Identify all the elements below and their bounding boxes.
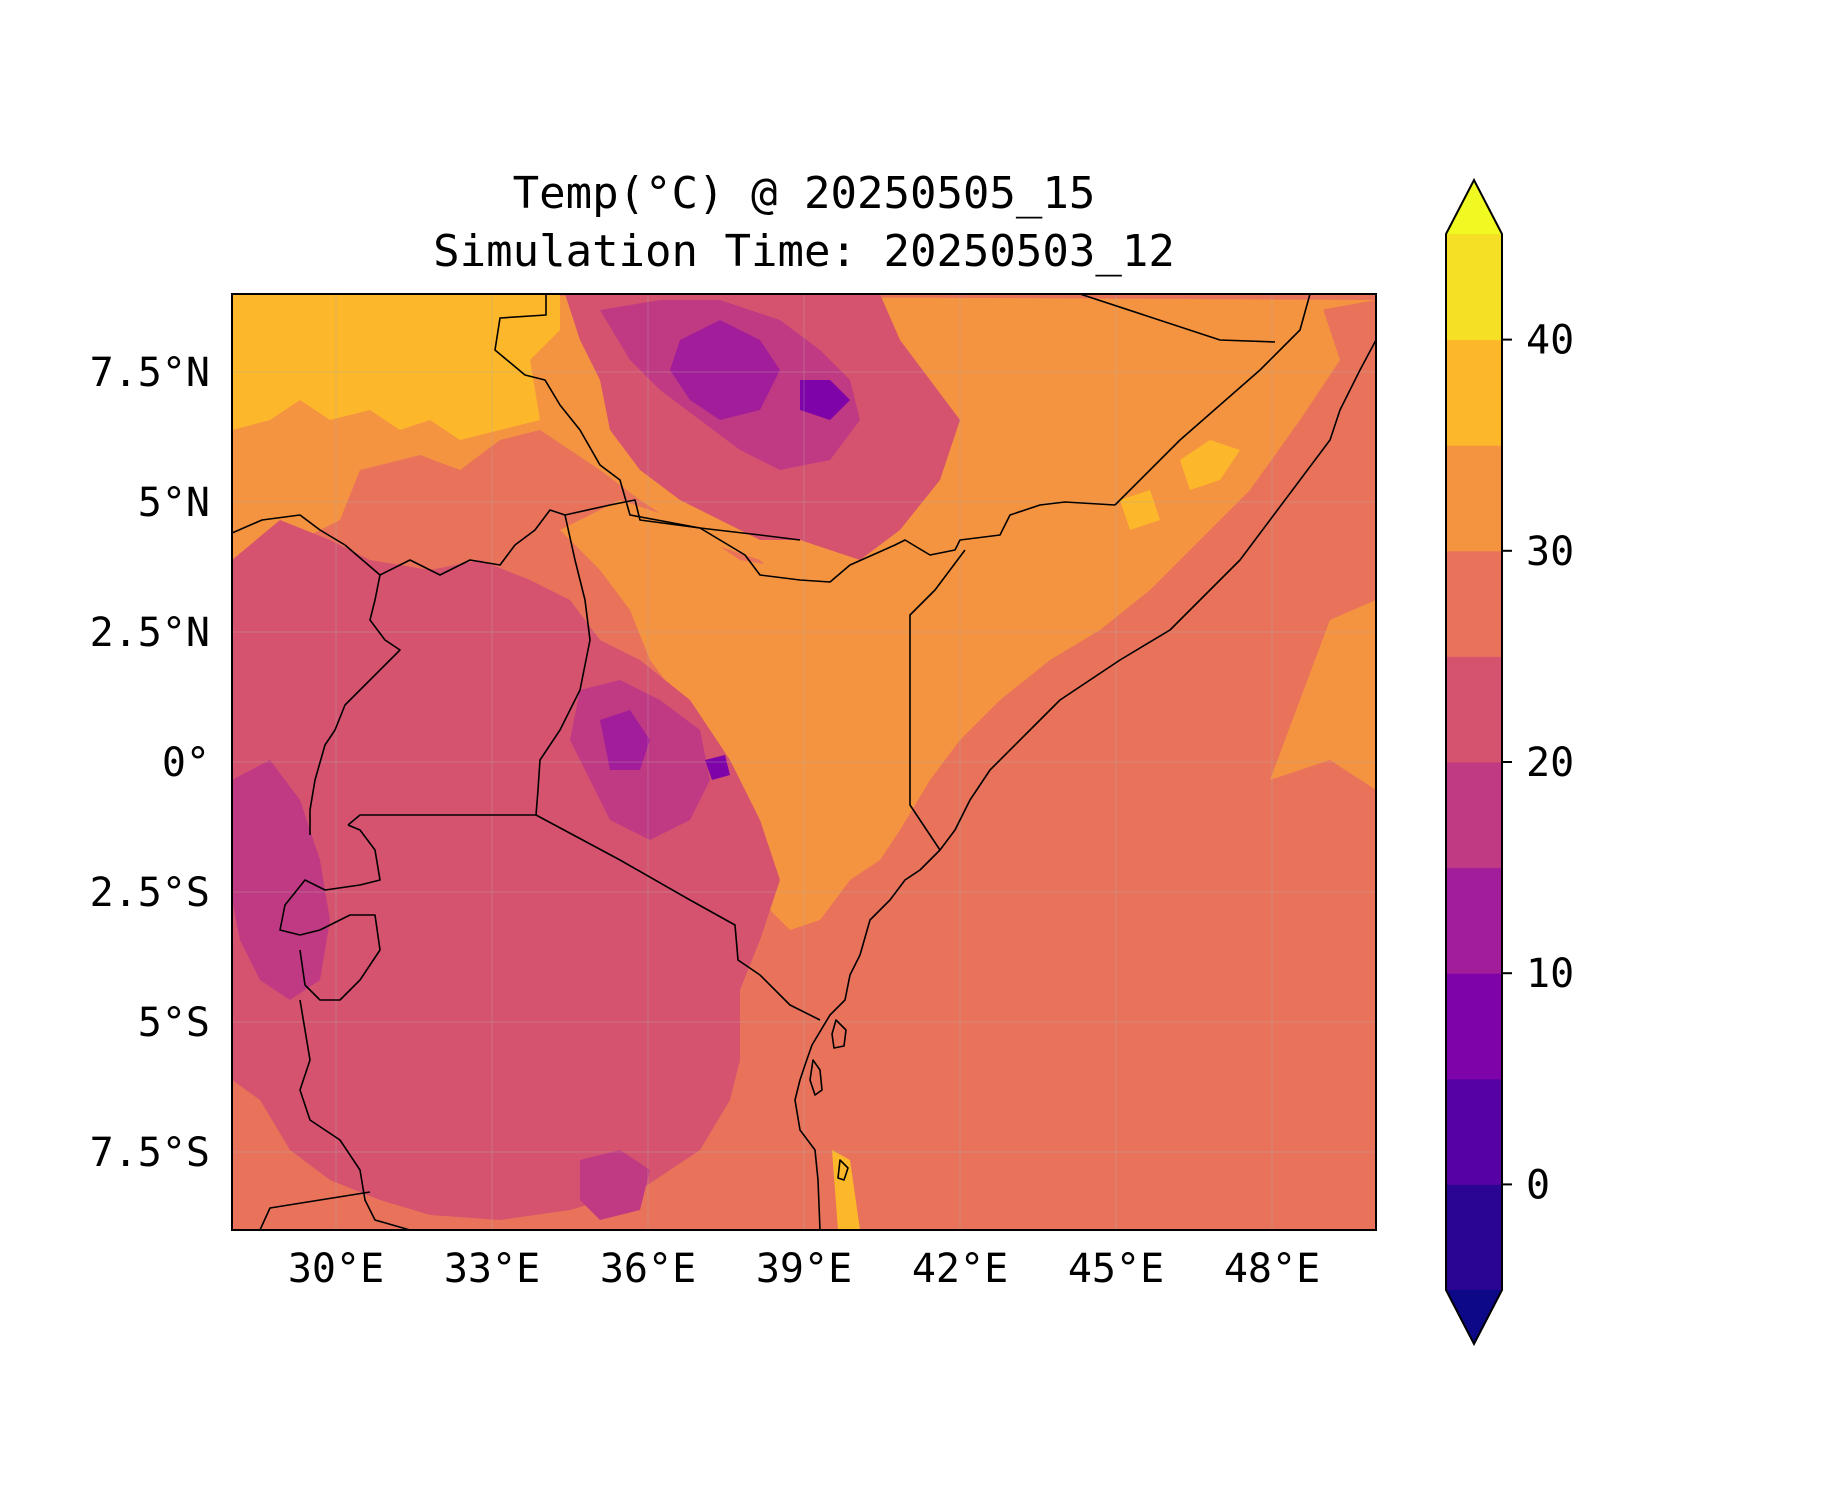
border-rwanda-burundi bbox=[279, 824, 381, 1001]
lon-tick-label: 48°E bbox=[1224, 1246, 1320, 1292]
map-frame bbox=[231, 293, 1377, 1231]
lat-tick-label: 5°S bbox=[138, 1000, 210, 1046]
colorbar-over-arrow bbox=[1446, 180, 1502, 234]
lon-tick-label: 45°E bbox=[1068, 1246, 1164, 1292]
border-somalia-djibouti bbox=[1079, 294, 1276, 343]
contour-35-40-sudan bbox=[232, 294, 560, 440]
colorbar-segment bbox=[1446, 973, 1502, 1080]
contour-35-40-somalia bbox=[1180, 440, 1240, 490]
contour-5-10-ethiopia bbox=[800, 380, 850, 420]
temperature-contours bbox=[232, 294, 1376, 1230]
border-kenya-somalia bbox=[909, 549, 966, 851]
border-zambia bbox=[259, 1191, 371, 1230]
plot-title-line1: Temp(°C) @ 20250505_15 bbox=[513, 168, 1096, 219]
longitude-ticks: 30°E 33°E 36°E 39°E 42°E 45°E 48°E bbox=[288, 1246, 1320, 1292]
colorbar: 0 10 20 30 40 bbox=[1445, 177, 1574, 1347]
border-ethiopia-kenya bbox=[564, 499, 1116, 583]
colorbar-segment bbox=[1446, 1184, 1502, 1291]
lon-tick-label: 36°E bbox=[600, 1246, 696, 1292]
lon-tick-label: 42°E bbox=[912, 1246, 1008, 1292]
colorbar-under-arrow bbox=[1446, 1290, 1502, 1344]
colorbar-segment bbox=[1446, 550, 1502, 657]
colorbar-tick-label: 20 bbox=[1526, 740, 1574, 786]
lat-tick-label: 7.5°N bbox=[90, 350, 210, 396]
lon-tick-label: 33°E bbox=[444, 1246, 540, 1292]
map-gridlines bbox=[232, 294, 1376, 1230]
colorbar-segment bbox=[1446, 656, 1502, 763]
border-uganda-drc bbox=[309, 574, 401, 835]
colorbar-tick-label: 10 bbox=[1526, 951, 1574, 997]
colorbar-segment bbox=[1446, 234, 1502, 341]
colorbar-tick-label: 40 bbox=[1526, 318, 1574, 364]
lat-tick-label: 7.5°S bbox=[90, 1130, 210, 1176]
country-borders bbox=[232, 294, 1376, 1230]
colorbar-tick-label: 30 bbox=[1526, 529, 1574, 575]
lon-tick-label: 30°E bbox=[288, 1246, 384, 1292]
island-zanzibar bbox=[831, 1019, 847, 1049]
plot-title-line2: Simulation Time: 20250503_12 bbox=[433, 226, 1175, 277]
lat-tick-label: 2.5°S bbox=[90, 870, 210, 916]
contour-10-15-kenya bbox=[600, 710, 650, 770]
contour-10-15-ethiopia bbox=[670, 320, 780, 420]
temperature-map bbox=[232, 294, 1376, 1230]
lat-tick-label: 5°N bbox=[138, 480, 210, 526]
lat-tick-label: 2.5°N bbox=[90, 610, 210, 656]
island-mafia bbox=[837, 1159, 849, 1181]
contour-30-35-kenya bbox=[560, 300, 1340, 930]
coastline-east-africa bbox=[794, 339, 1376, 1230]
colorbar-tick-label: 0 bbox=[1526, 1162, 1550, 1208]
island-pemba bbox=[809, 1059, 823, 1096]
contour-35-40-somalia-b bbox=[1120, 490, 1160, 530]
contour-15-20-south bbox=[580, 1150, 650, 1220]
lat-tick-label: 0° bbox=[162, 740, 210, 786]
border-tanzania-drc-lake bbox=[299, 999, 411, 1230]
border-uganda-tanzania bbox=[347, 814, 536, 826]
contour-5-10-kenya bbox=[705, 755, 730, 780]
latitude-ticks: 7.5°N 5°N 2.5°N 0° 2.5°S 5°S 7.5°S bbox=[90, 350, 210, 1176]
contour-15-20-west bbox=[232, 760, 330, 1000]
colorbar-segment bbox=[1446, 445, 1502, 552]
border-uganda-kenya bbox=[535, 514, 591, 816]
border-kenya-tanzania bbox=[535, 814, 821, 1021]
lon-tick-label: 39°E bbox=[756, 1246, 852, 1292]
colorbar-outline bbox=[1445, 177, 1503, 1347]
border-south-sudan-uganda bbox=[232, 509, 566, 576]
colorbar-segment bbox=[1446, 1078, 1502, 1185]
colorbar-segment bbox=[1446, 339, 1502, 446]
border-ethiopia-somalia bbox=[1114, 294, 1311, 506]
colorbar-segment bbox=[1446, 762, 1502, 869]
colorbar-segment bbox=[1446, 867, 1502, 974]
